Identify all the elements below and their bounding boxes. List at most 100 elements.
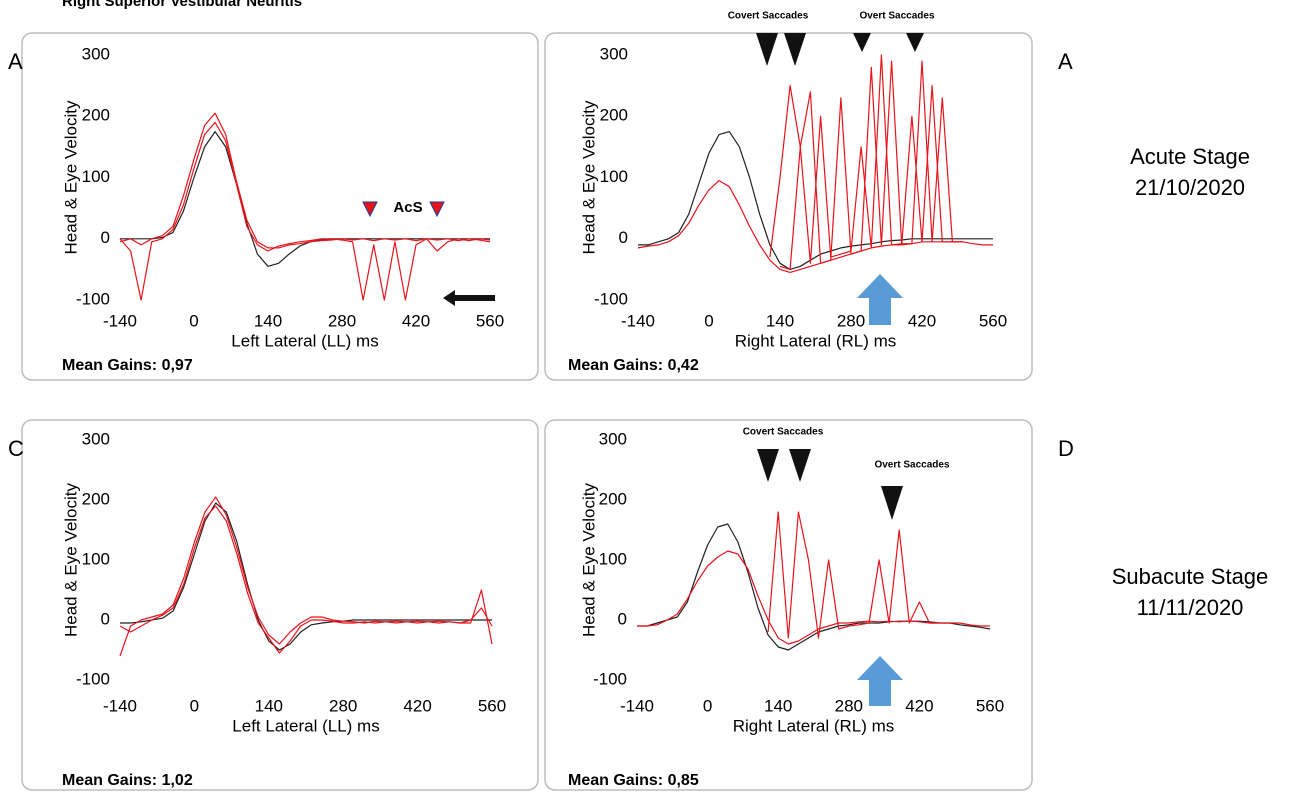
y-tick-label: 100: [82, 167, 110, 186]
saccade-marker: [784, 33, 806, 66]
x-axis-label: Right Lateral (RL) ms: [733, 716, 895, 735]
saccade-marker: [853, 33, 871, 52]
panel-label: A: [1058, 49, 1073, 74]
panel-label: A: [8, 49, 23, 74]
y-tick-label: -100: [594, 289, 628, 308]
x-tick-label: 560: [976, 696, 1004, 715]
velocity-trace: [119, 496, 493, 657]
velocity-trace: [638, 131, 993, 270]
annotation: Covert Saccades: [743, 427, 824, 438]
x-tick-label: -140: [103, 696, 137, 715]
x-tick-label: 280: [328, 311, 356, 330]
y-tick-label: -100: [76, 289, 110, 308]
arrow: [857, 656, 903, 706]
red-marker: [362, 201, 378, 218]
mean-gains: Mean Gains: 0,97: [62, 357, 193, 374]
x-tick-label: -140: [620, 696, 654, 715]
mean-gains: Mean Gains: 1,02: [62, 772, 193, 789]
saccade-marker: [881, 486, 903, 520]
y-tick-label: -100: [76, 669, 110, 688]
mean-gains: Mean Gains: 0,42: [568, 357, 699, 374]
velocity-trace: [119, 112, 491, 249]
velocity-trace: [120, 502, 492, 651]
y-axis-label: Head & Eye Velocity: [579, 482, 598, 637]
plots: -100 0 100 200 300 -140 0 140 280 420 560 Left Late…: [61, 11, 1007, 790]
x-tick-label: 140: [764, 696, 792, 715]
stage-name: Subacute Stage: [1112, 564, 1269, 589]
x-tick-label: 560: [478, 696, 506, 715]
y-tick-label: 0: [619, 228, 628, 247]
velocity-trace: [120, 131, 490, 267]
x-tick-label: 280: [329, 696, 357, 715]
y-axis-label: Head & Eye Velocity: [579, 100, 598, 255]
x-tick-label: -140: [103, 311, 137, 330]
y-tick-label: 300: [82, 44, 110, 63]
y-tick-label: 100: [599, 549, 627, 568]
x-tick-label: 420: [908, 311, 936, 330]
stage-date: 21/10/2020: [1135, 175, 1245, 200]
velocity-trace: [779, 60, 963, 270]
arrow: [443, 290, 495, 306]
x-axis-label: Left Lateral (LL) ms: [231, 331, 378, 350]
annotation: Overt Saccades: [859, 11, 934, 22]
y-tick-label: 100: [82, 549, 110, 568]
figure-title: Right Superior Vestibular Neuritis: [62, 0, 302, 10]
panel-frame: [544, 419, 1033, 791]
annotation: AcS: [393, 199, 422, 216]
panel-label: C: [8, 436, 24, 461]
x-axis-label: Left Lateral (LL) ms: [232, 716, 379, 735]
saccade-marker: [906, 33, 924, 52]
y-tick-label: 300: [600, 44, 628, 63]
x-tick-label: 560: [979, 311, 1007, 330]
velocity-trace: [767, 511, 940, 639]
x-tick-label: 0: [703, 696, 712, 715]
y-tick-label: 100: [600, 167, 628, 186]
saccade-marker: [789, 449, 811, 482]
x-tick-label: 140: [254, 311, 282, 330]
y-axis-label: Head & Eye Velocity: [61, 100, 80, 255]
x-tick-label: 140: [255, 696, 283, 715]
y-tick-label: 0: [101, 228, 110, 247]
velocity-trace: [637, 523, 991, 651]
x-tick-label: 420: [403, 696, 431, 715]
x-tick-label: 280: [835, 696, 863, 715]
x-tick-label: 140: [766, 311, 794, 330]
y-tick-label: 200: [82, 489, 110, 508]
x-tick-label: 560: [476, 311, 504, 330]
y-tick-label: 200: [82, 106, 110, 125]
saccade-marker: [757, 449, 779, 482]
y-axis-label: Head & Eye Velocity: [61, 482, 80, 637]
stage-name: Acute Stage: [1130, 144, 1250, 169]
x-tick-label: 0: [704, 311, 713, 330]
y-tick-label: 0: [618, 609, 627, 628]
y-tick-label: 300: [599, 429, 627, 448]
x-tick-label: -140: [621, 311, 655, 330]
x-axis-label: Right Lateral (RL) ms: [735, 331, 897, 350]
red-marker: [429, 201, 445, 218]
x-tick-label: 0: [189, 311, 198, 330]
panel-label: D: [1058, 436, 1074, 461]
annotation: Overt Saccades: [874, 460, 949, 471]
velocity-trace: [119, 505, 493, 654]
panel-frame: [21, 419, 539, 791]
x-tick-label: 280: [837, 311, 865, 330]
x-tick-label: 0: [190, 696, 199, 715]
y-tick-label: -100: [593, 669, 627, 688]
saccade-marker: [756, 33, 778, 66]
annotation: Covert Saccades: [728, 11, 809, 22]
arrow: [857, 274, 903, 325]
x-tick-label: 420: [402, 311, 430, 330]
x-tick-label: 420: [905, 696, 933, 715]
velocity-trace: [119, 121, 491, 301]
velocity-trace: [637, 180, 993, 273]
mean-gains: Mean Gains: 0,85: [568, 772, 699, 789]
y-tick-label: 200: [599, 489, 627, 508]
velocity-trace: [769, 54, 963, 264]
y-tick-label: 0: [101, 609, 110, 628]
y-tick-label: 200: [600, 106, 628, 125]
stage-date: 11/11/2020: [1137, 595, 1244, 620]
panel-frame: [21, 32, 539, 381]
y-tick-label: 300: [82, 429, 110, 448]
